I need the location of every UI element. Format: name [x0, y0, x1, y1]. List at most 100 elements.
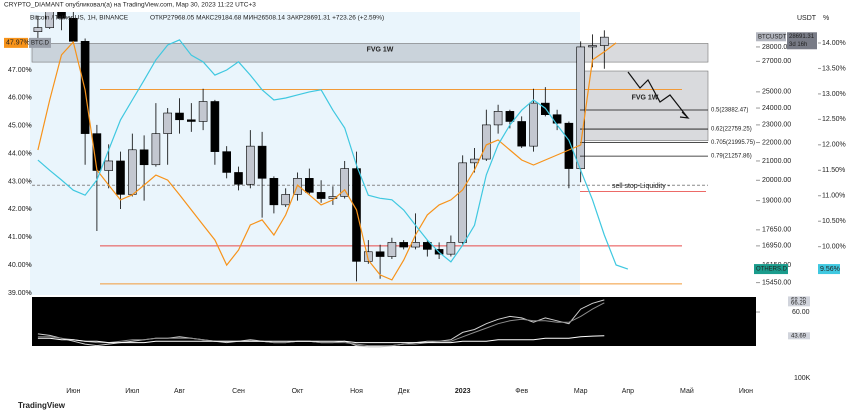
y3-tick-label: 14.00%: [822, 40, 846, 47]
publisher-line: CRYPTO_DIAMANT опубликовал(а) на Trading…: [4, 1, 256, 9]
candle-body: [375, 251, 385, 257]
candle-body: [80, 41, 90, 134]
x-tick-label: Май: [680, 387, 694, 395]
candle-body: [269, 178, 279, 206]
candle-body: [104, 160, 113, 171]
x-tick-label: Мар: [574, 388, 588, 395]
indicator-line: [37, 302, 605, 347]
candle-body: [175, 112, 184, 121]
indicator-tick-label: 60.00: [792, 309, 810, 316]
x-tick-label: Окт: [292, 388, 305, 395]
candle-body: [57, 12, 66, 19]
ohlc: ОТКР27968.05 МАКС29184.68 МИН26508.14 ЗА…: [150, 15, 384, 22]
candle-body: [257, 145, 267, 179]
y3-tick-label: 11.00%: [822, 193, 845, 200]
plot-area: [31, 12, 709, 285]
fvg-label: FVG 1W: [367, 47, 394, 54]
candle-body: [328, 196, 338, 199]
y2-tick-label: 40.00%: [8, 262, 32, 269]
candle-body: [564, 122, 574, 169]
marker-box: [818, 264, 840, 275]
y3-tick-label: 10.00%: [822, 244, 846, 251]
candle-body: [352, 168, 361, 262]
candle-body: [128, 149, 137, 195]
candle-body: [163, 112, 172, 134]
candle-body: [411, 242, 420, 248]
x-tick-label: Ноя: [350, 388, 363, 395]
fvg-zone: [31, 43, 709, 63]
series-name: BTC.D: [31, 40, 50, 46]
candle-body: [281, 194, 291, 206]
candle-body: [446, 242, 456, 255]
series-line: [37, 40, 617, 281]
y3-tick-label: 11.50%: [822, 167, 845, 174]
marker-label: 47.97%: [6, 40, 30, 47]
candle-body: [45, 12, 55, 28]
y3-tick-label: 13.00%: [822, 91, 846, 98]
indicator-last-label: 66.29: [791, 300, 807, 306]
candle-body: [210, 101, 220, 152]
candle-body: [588, 45, 597, 48]
y-tick-label: 21000.00: [762, 158, 791, 165]
y3-tick-label: 12.00%: [822, 142, 846, 149]
fib-label: 0.5(23882.47): [711, 108, 748, 114]
y-tick-label: 19000.00: [762, 197, 791, 204]
candle-body: [304, 178, 314, 193]
y-tick-label: 24000.00: [762, 105, 791, 112]
candle-body: [387, 242, 397, 257]
price-value: 28691.31: [789, 34, 815, 40]
candle-body: [151, 133, 161, 166]
candle-body: [234, 172, 243, 185]
candle-body: [517, 121, 527, 147]
y-tick-label: 20000.00: [762, 177, 791, 184]
candle-body: [470, 158, 479, 164]
percent-unit: %: [823, 15, 829, 22]
candle-body: [116, 160, 125, 195]
corner-label: 100K: [794, 375, 811, 382]
y-tick-label: 28000.00: [762, 44, 791, 51]
candle-body: [458, 162, 468, 243]
candle-body: [399, 242, 409, 248]
candle-body: [363, 251, 373, 262]
indicator-panel: [32, 297, 756, 346]
liquidity-label: sell stop-Liquidity -: [612, 183, 671, 190]
name-box: [29, 37, 51, 48]
y2-tick-label: 47.00%: [8, 67, 32, 74]
x-tick-label: Июн: [739, 388, 753, 395]
y2-tick-label: 42.00%: [8, 206, 32, 213]
price-box: [787, 32, 817, 50]
candle-body: [576, 46, 586, 169]
x-tick-label: Сен: [232, 388, 245, 395]
candle-body: [222, 151, 231, 173]
x-tick-label: Апр: [622, 388, 634, 395]
x-tick-label: Авг: [174, 388, 185, 395]
candle-body: [529, 102, 538, 147]
fvg-label: FVG 1W: [632, 95, 659, 102]
candle-body: [493, 111, 503, 126]
y-tick-label: 17650.00: [762, 227, 791, 234]
y3-tick-label: 12.50%: [822, 116, 846, 123]
y2-tick-label: 46.00%: [8, 95, 32, 102]
fvg-zone: [579, 70, 709, 142]
candle-body: [187, 119, 196, 122]
x-tick-label: Фев: [515, 388, 528, 395]
candle-body: [139, 149, 149, 166]
indicator-last-box: [788, 299, 810, 307]
y2-tick-label: 45.00%: [8, 123, 32, 130]
y-tick-label: 22000.00: [762, 139, 791, 146]
y2-tick-label: 43.00%: [8, 178, 32, 185]
price-countdown: 3d 16h: [789, 42, 807, 48]
y-tick-label: 16950.00: [762, 243, 791, 250]
fib-label: 0.705(21995.75): [711, 140, 755, 146]
x-tick-label: Дек: [398, 388, 411, 395]
candle-body: [505, 111, 515, 122]
projection-path: [627, 71, 689, 119]
marker-label: 9.56%: [820, 266, 840, 273]
candle-body: [69, 17, 78, 42]
price-name: BTCUSDT: [758, 34, 787, 40]
y2-tick-label: 44.00%: [8, 150, 32, 157]
candle-body: [481, 124, 491, 160]
x-tick-label: 2023: [455, 388, 471, 395]
y2-tick-label: 41.00%: [8, 234, 32, 241]
